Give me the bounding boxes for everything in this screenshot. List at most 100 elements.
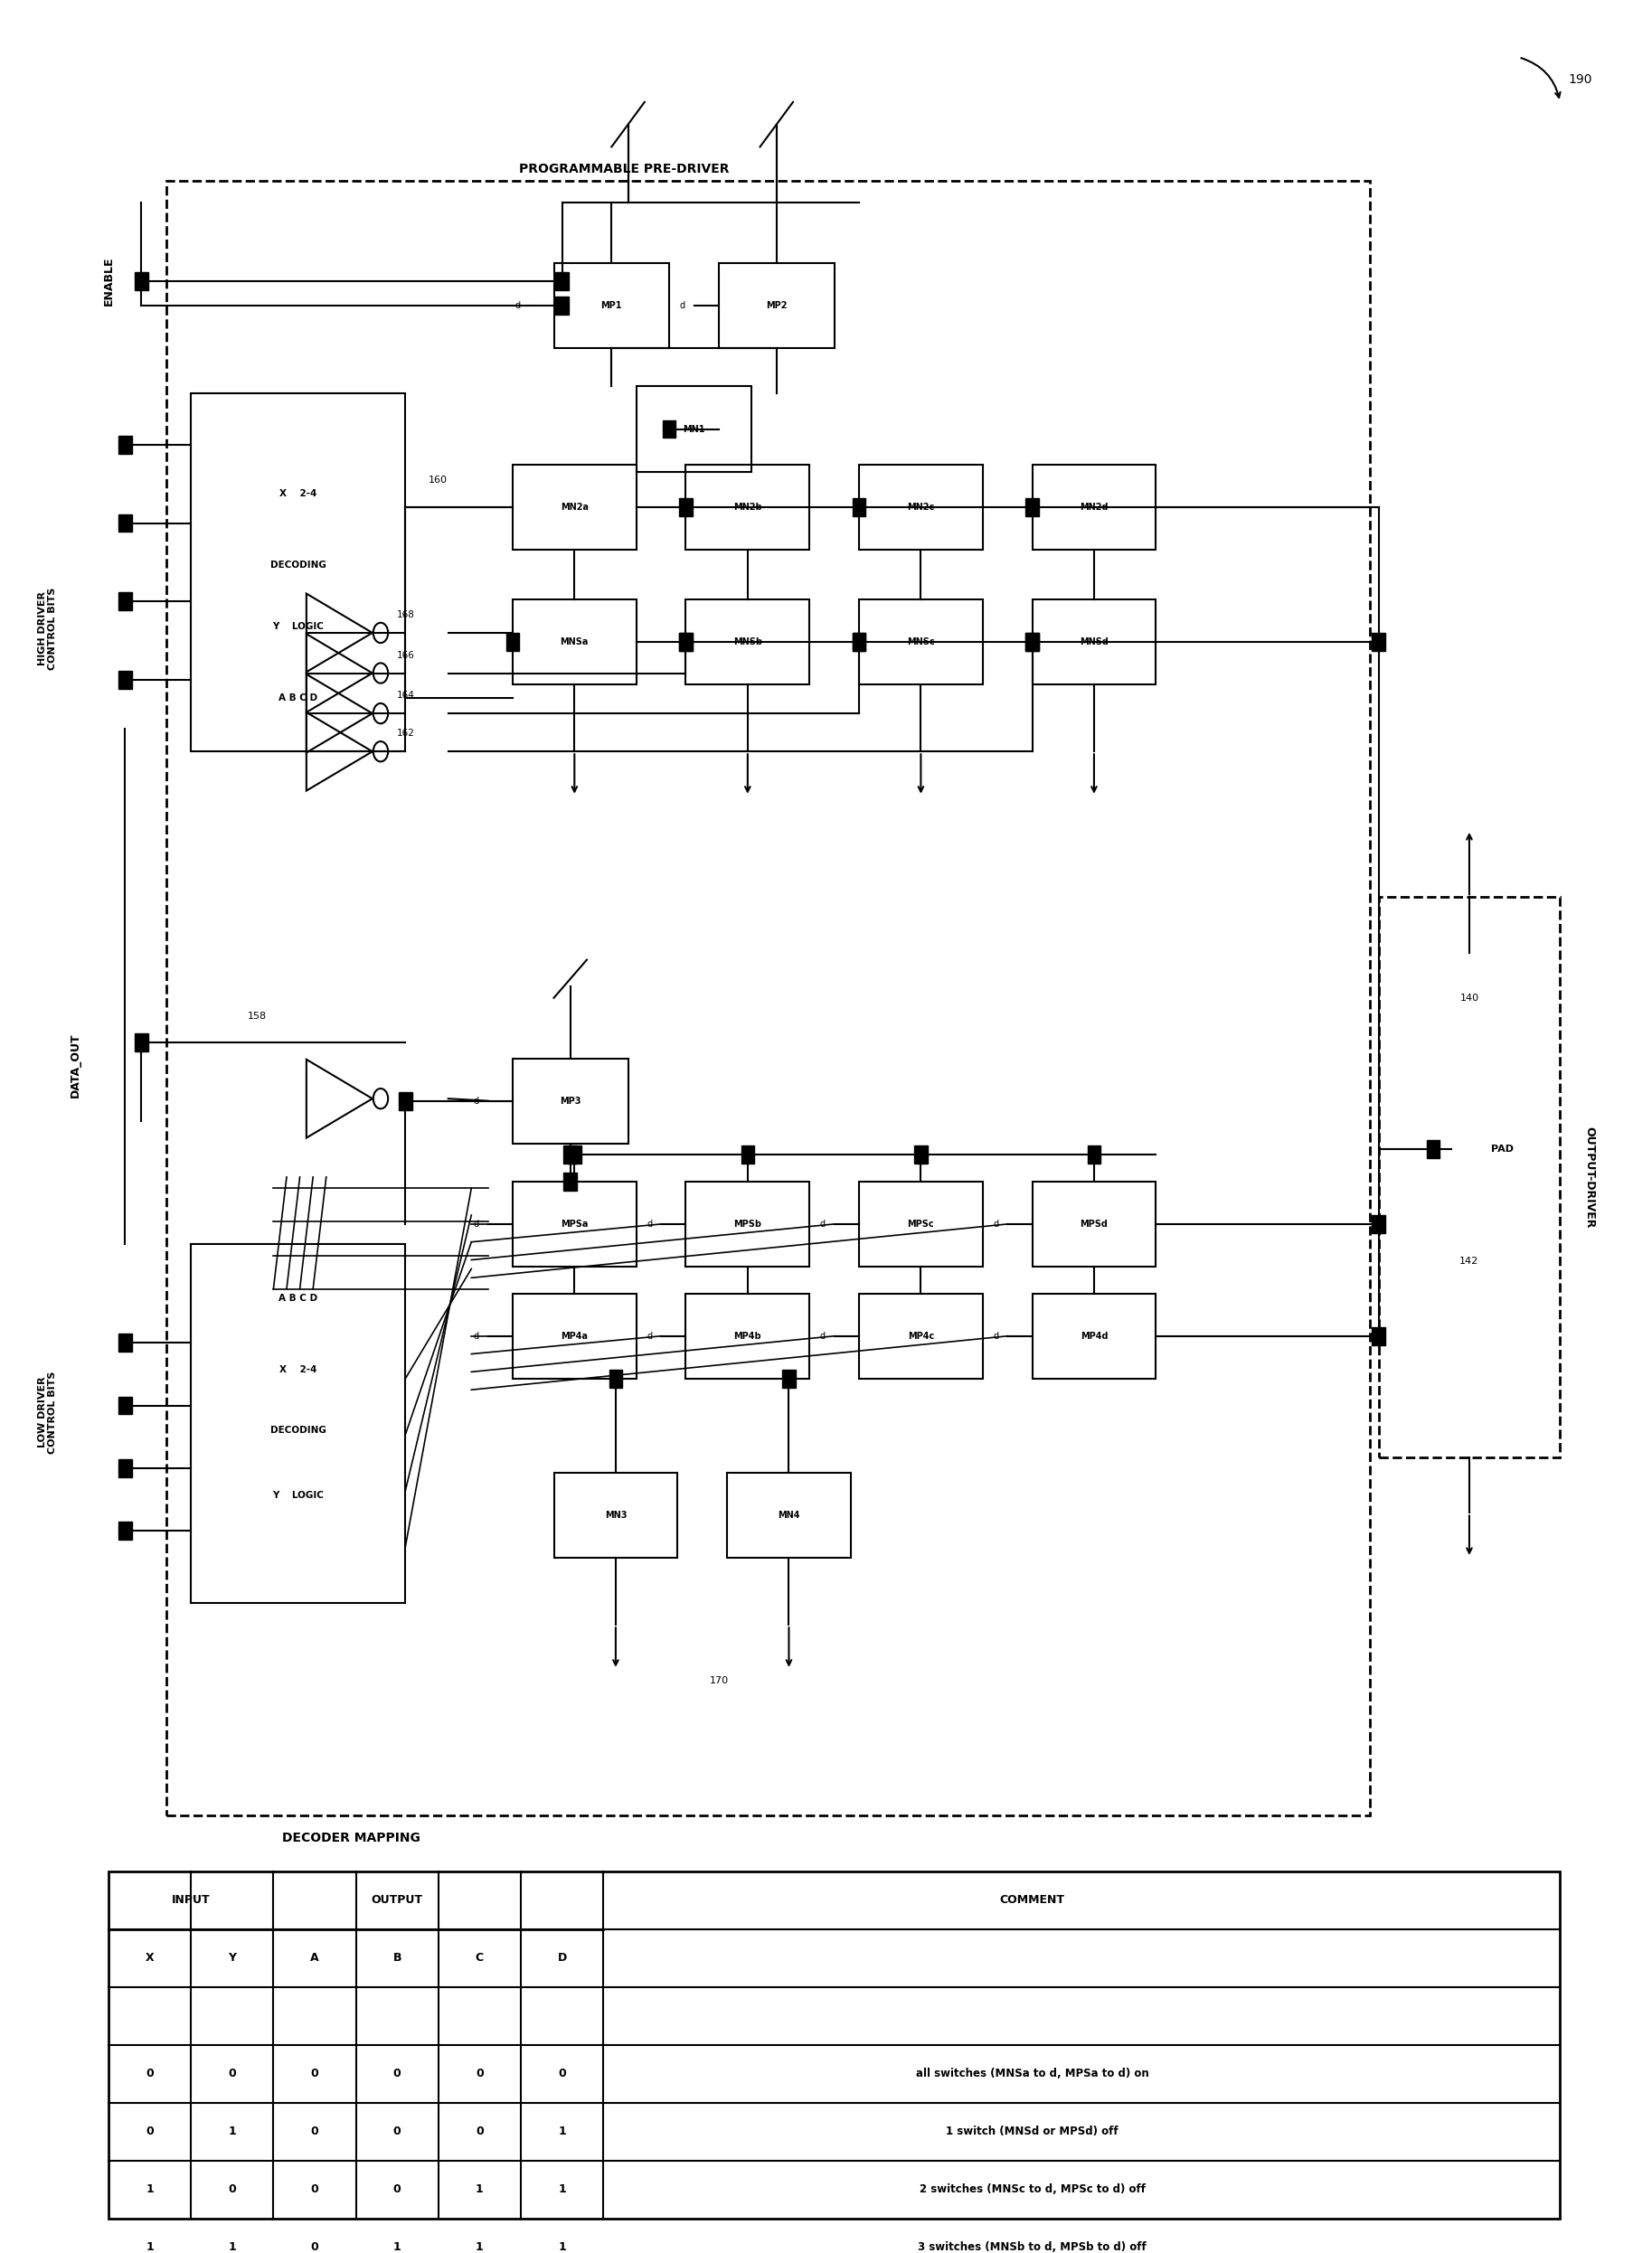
Bar <box>1371 1214 1384 1232</box>
Bar <box>686 1181 809 1266</box>
Text: MP2: MP2 <box>767 302 786 311</box>
Text: MN2b: MN2b <box>733 502 762 511</box>
Bar <box>1032 464 1156 550</box>
Text: A B C D: A B C D <box>279 694 317 703</box>
Text: d: d <box>819 1332 826 1341</box>
Text: A B C D: A B C D <box>279 1293 317 1302</box>
Text: DECODING: DECODING <box>271 561 325 570</box>
Text: d: d <box>679 302 686 311</box>
Bar <box>119 1460 132 1478</box>
Text: 160: 160 <box>430 475 448 484</box>
Text: 170: 170 <box>709 1676 729 1685</box>
Text: d: d <box>474 1097 479 1106</box>
Bar <box>119 1523 132 1539</box>
Text: A: A <box>311 1951 319 1965</box>
Bar <box>852 498 866 516</box>
Bar <box>119 1334 132 1352</box>
Text: d: d <box>993 1219 999 1228</box>
Bar <box>662 419 676 437</box>
Text: d: d <box>474 1219 479 1228</box>
Bar <box>119 514 132 532</box>
Bar <box>742 1147 755 1163</box>
Text: X    2-4: X 2-4 <box>279 489 317 498</box>
Text: d: d <box>646 1332 653 1341</box>
Bar <box>1426 1140 1439 1158</box>
Text: MP1: MP1 <box>601 302 623 311</box>
Bar <box>686 599 809 685</box>
Text: 0: 0 <box>476 2127 484 2138</box>
Text: MNSd: MNSd <box>1080 638 1108 647</box>
Bar <box>109 1872 1559 2219</box>
Bar <box>555 273 568 291</box>
Text: MPSb: MPSb <box>733 1219 762 1228</box>
Bar <box>192 394 405 753</box>
Text: 142: 142 <box>1460 1257 1479 1266</box>
Bar <box>119 435 132 453</box>
Bar <box>555 297 568 315</box>
Text: MPSa: MPSa <box>560 1219 588 1228</box>
Text: MN2d: MN2d <box>1080 502 1108 511</box>
Text: PAD: PAD <box>1492 1145 1513 1154</box>
Bar <box>852 633 866 651</box>
Text: 0: 0 <box>311 2242 319 2253</box>
Bar <box>398 1093 411 1111</box>
Text: 0: 0 <box>393 2068 401 2080</box>
Text: 166: 166 <box>396 651 415 660</box>
Text: 158: 158 <box>248 1012 266 1021</box>
Bar <box>135 1034 149 1052</box>
Text: MP3: MP3 <box>560 1097 582 1106</box>
Text: MN2c: MN2c <box>907 502 935 511</box>
Text: OUTPUT-DRIVER: OUTPUT-DRIVER <box>1584 1126 1596 1228</box>
Text: 1: 1 <box>145 2183 154 2194</box>
Text: 1 switch (MNSd or MPSd) off: 1 switch (MNSd or MPSd) off <box>947 2127 1118 2138</box>
Text: MN3: MN3 <box>605 1512 626 1521</box>
Text: 0: 0 <box>311 2127 319 2138</box>
Bar <box>512 599 636 685</box>
Bar <box>119 593 132 611</box>
Text: DECODER MAPPING: DECODER MAPPING <box>282 1832 420 1843</box>
Text: 1: 1 <box>476 2242 484 2253</box>
Text: 0: 0 <box>228 2068 236 2080</box>
Text: MP4d: MP4d <box>1080 1332 1108 1341</box>
Text: MP4c: MP4c <box>907 1332 933 1341</box>
Bar <box>192 1244 405 1602</box>
Bar <box>563 1147 577 1163</box>
Bar <box>1032 599 1156 685</box>
Text: MNSb: MNSb <box>733 638 762 647</box>
Text: LOW DRIVER
CONTROL BITS: LOW DRIVER CONTROL BITS <box>38 1370 58 1453</box>
Bar <box>727 1473 851 1557</box>
Text: C: C <box>476 1951 484 1965</box>
Text: Y    LOGIC: Y LOGIC <box>273 622 324 631</box>
Bar <box>167 180 1370 1816</box>
Text: MP4a: MP4a <box>562 1332 588 1341</box>
Text: all switches (MNSa to d, MPSa to d) on: all switches (MNSa to d, MPSa to d) on <box>915 2068 1148 2080</box>
Text: DECODING: DECODING <box>271 1426 325 1435</box>
Bar <box>859 599 983 685</box>
Text: MPSd: MPSd <box>1080 1219 1108 1228</box>
Bar <box>859 1181 983 1266</box>
Text: INPUT: INPUT <box>172 1895 210 1906</box>
Text: MP4b: MP4b <box>733 1332 762 1341</box>
Text: HIGH DRIVER
CONTROL BITS: HIGH DRIVER CONTROL BITS <box>38 588 58 669</box>
Bar <box>1032 1181 1156 1266</box>
Bar <box>679 633 692 651</box>
Text: 1: 1 <box>558 2242 567 2253</box>
Text: MN4: MN4 <box>778 1512 800 1521</box>
Bar <box>119 671 132 689</box>
Text: B: B <box>393 1951 401 1965</box>
Text: d: d <box>515 302 520 311</box>
Text: 1: 1 <box>228 2127 236 2138</box>
Bar <box>553 1473 677 1557</box>
Bar <box>686 464 809 550</box>
Text: 1: 1 <box>558 2127 567 2138</box>
Bar <box>1371 633 1384 651</box>
Bar <box>1032 1293 1156 1379</box>
Text: 1: 1 <box>558 2183 567 2194</box>
Bar <box>610 1370 623 1388</box>
Text: MNSc: MNSc <box>907 638 935 647</box>
Text: d: d <box>646 1219 653 1228</box>
Text: 1: 1 <box>228 2242 236 2253</box>
Text: 0: 0 <box>311 2068 319 2080</box>
Text: 0: 0 <box>476 2068 484 2080</box>
Text: 0: 0 <box>393 2183 401 2194</box>
